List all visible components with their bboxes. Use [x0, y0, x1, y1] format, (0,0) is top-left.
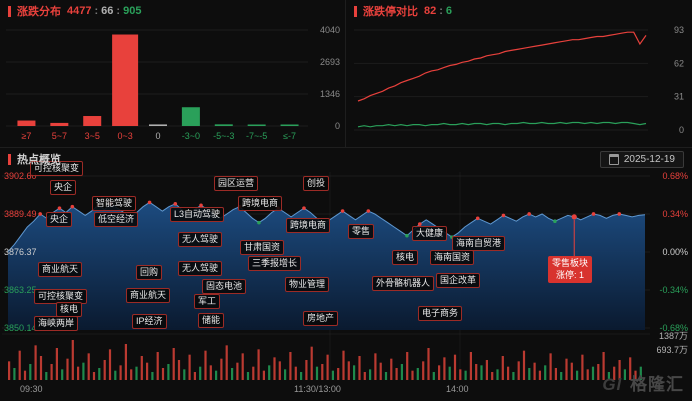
percent-axis-label: 0.34% [662, 208, 688, 219]
hotspot-tag[interactable]: 军工 [194, 294, 221, 309]
hotspot-tag[interactable]: 海南自贸港 [452, 236, 506, 251]
gelonghui-logo-text: 格隆汇 [630, 375, 684, 394]
date-picker[interactable]: 2025-12-19 [599, 151, 684, 168]
svg-text:0: 0 [679, 125, 684, 135]
svg-text:4040: 4040 [320, 25, 340, 35]
hotspot-tag[interactable]: 跨境电商 [286, 218, 331, 233]
hotspot-tag[interactable]: 固态电池 [202, 279, 247, 294]
limit-compare-line-chart: 93 62 31 0 [354, 25, 684, 135]
svg-text:-3~0: -3~0 [182, 131, 200, 141]
svg-text:0~3: 0~3 [117, 131, 132, 141]
svg-text:5~7: 5~7 [52, 131, 67, 141]
count-separator: : [94, 5, 99, 17]
svg-text:0: 0 [155, 131, 160, 141]
hotspot-tag[interactable]: 创投 [303, 176, 330, 191]
svg-text:2693: 2693 [320, 57, 340, 67]
hotspot-tag[interactable]: 国企改革 [436, 273, 481, 288]
percent-axis-label: 0.00% [662, 247, 688, 257]
percent-axis-label: -0.68% [659, 323, 688, 333]
hotspot-tag[interactable]: 园区运营 [214, 176, 259, 191]
limit-compare-counts: 82 : 6 [424, 5, 452, 17]
svg-text:31: 31 [674, 92, 684, 102]
hotspot-tag[interactable]: 核电 [56, 302, 83, 317]
distribution-header: 涨跌分布 4477 : 66 : 905 [0, 0, 345, 22]
hotspot-tag[interactable]: 海南国资 [430, 250, 475, 265]
hotspot-tag[interactable]: 外骨骼机器人 [372, 276, 435, 291]
distribution-bar-chart: 4040 2693 1346 0 ≥7 5~7 3~5 0~3 0 -3~0 -5~-3 -7~-5 ≤… [6, 25, 340, 141]
hotspot-tag[interactable]: 物业管理 [285, 277, 330, 292]
distribution-title: 涨跌分布 [17, 6, 61, 18]
svg-text:62: 62 [674, 58, 684, 68]
svg-text:1346: 1346 [320, 89, 340, 99]
limit-compare-title: 涨跌停对比 [363, 6, 418, 18]
gelonghui-logo-icon: Gl [602, 375, 623, 394]
up-count: 4477 [67, 5, 92, 17]
hotspot-tag[interactable]: 智能驾驶 [92, 196, 137, 211]
svg-text:93: 93 [674, 25, 684, 35]
hotspot-tag[interactable]: 电子商务 [418, 306, 463, 321]
hotspot-header: 热点概览 2025-12-19 [0, 148, 692, 170]
count-separator: : [439, 5, 443, 17]
hotspot-tag[interactable]: IP经济 [132, 314, 167, 329]
calendar-icon [608, 154, 619, 165]
hotspot-tag[interactable]: 无人驾驶 [178, 261, 223, 276]
date-value: 2025-12-19 [623, 154, 675, 165]
flat-count: 66 [101, 5, 114, 17]
time-axis-label: 14:00 [446, 384, 469, 394]
limit-compare-panel: 涨跌停对比 82 : 6 93 62 31 0 [346, 0, 692, 148]
panel-accent-icon [354, 5, 357, 17]
hotspot-tag[interactable]: 零售 [348, 224, 375, 239]
time-axis-label: 09:30 [20, 384, 43, 394]
volume-axis-label: 1387万 [658, 331, 688, 341]
hotspot-tag[interactable]: 无人驾驶 [178, 232, 223, 247]
volume-axis-label: 693.7万 [656, 345, 688, 355]
percent-axis-label: 0.68% [662, 171, 688, 181]
highlight-tag[interactable]: 零售板块 涨停: 1 [548, 256, 593, 283]
svg-text:0: 0 [335, 121, 340, 131]
time-axis-label: 11:30/13:00 [294, 384, 341, 394]
hotspot-tag[interactable]: 跨境电商 [238, 196, 283, 211]
hotspot-tag[interactable]: 央企 [50, 180, 77, 195]
price-axis-label: 3876.37 [4, 247, 37, 257]
hotspot-tag[interactable]: 回购 [136, 265, 163, 280]
price-axis-label: 3863.25 [4, 285, 37, 295]
limit-compare-header: 涨跌停对比 82 : 6 [346, 0, 692, 22]
distribution-panel: 涨跌分布 4477 : 66 : 905 4040 2693 1346 0 ≥7 5~7 3… [0, 0, 346, 148]
hotspot-tag[interactable]: 可控核聚变 [30, 161, 84, 176]
down-count: 905 [123, 5, 142, 17]
hotspot-title: 热点概览 [17, 154, 61, 166]
svg-text:3~5: 3~5 [85, 131, 100, 141]
hotspot-tag[interactable]: 海峡两岸 [34, 316, 79, 331]
hotspot-tag[interactable]: 商业航天 [38, 262, 83, 277]
gelonghui-watermark: Gl 格隆汇 [602, 370, 684, 395]
price-axis-label: 3850.14 [4, 323, 37, 333]
svg-text:≥7: ≥7 [21, 131, 31, 141]
hotspot-tag[interactable]: L3自动驾驶 [170, 207, 225, 222]
hotspot-tag[interactable]: 储能 [198, 313, 225, 328]
distribution-counts: 4477 : 66 : 905 [67, 5, 141, 17]
price-axis-label: 3902.60 [4, 171, 37, 181]
hotspot-tag[interactable]: 央企 [46, 212, 73, 227]
limit-down-count: 6 [445, 5, 453, 17]
panel-accent-icon [8, 153, 11, 165]
limit-up-count: 82 [424, 5, 437, 17]
svg-text:-5~-3: -5~-3 [213, 131, 234, 141]
hotspot-tag[interactable]: 三季报增长 [248, 256, 302, 271]
hotspot-tag[interactable]: 商业航天 [126, 288, 171, 303]
svg-text:≤-7: ≤-7 [283, 131, 296, 141]
hotspot-tag[interactable]: 甘肃国资 [240, 240, 285, 255]
price-axis-label: 3889.49 [4, 208, 37, 219]
hotspot-tag[interactable]: 房地产 [303, 311, 339, 326]
hotspot-tag[interactable]: 核电 [392, 250, 419, 265]
hotspot-panel: 热点概览 2025-12-19 3902.60 0.68% 3889.49 0.34%… [0, 148, 692, 401]
svg-text:-7~-5: -7~-5 [246, 131, 267, 141]
percent-axis-label: -0.34% [659, 285, 688, 295]
panel-accent-icon [8, 5, 11, 17]
hotspot-tag[interactable]: 大健康 [412, 226, 448, 241]
count-separator: : [116, 5, 121, 17]
hotspot-tag[interactable]: 低空经济 [94, 212, 139, 227]
